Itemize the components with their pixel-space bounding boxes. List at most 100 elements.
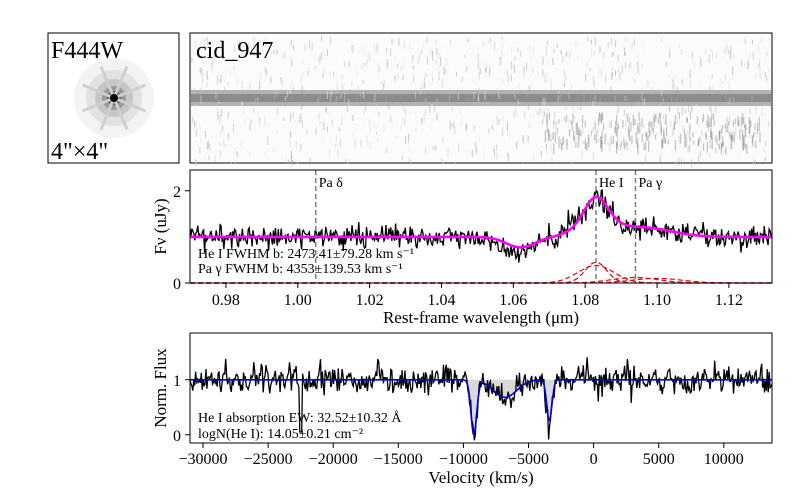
noise-streak xyxy=(323,122,325,131)
noise-streak xyxy=(484,91,486,100)
noise-streak xyxy=(623,45,625,53)
feature-streak xyxy=(702,113,705,122)
noise-streak xyxy=(366,141,368,146)
feature-streak xyxy=(674,139,676,151)
noise-streak xyxy=(240,141,242,146)
noise-streak xyxy=(689,69,691,79)
feature-streak xyxy=(715,135,717,143)
x-tick-label: 10000 xyxy=(704,451,744,468)
noise-streak xyxy=(768,68,770,73)
feature-streak xyxy=(634,118,636,126)
noise-streak xyxy=(473,79,475,83)
noise-streak xyxy=(308,67,310,74)
noise-streak xyxy=(252,112,254,116)
noise-streak xyxy=(340,93,342,99)
noise-streak xyxy=(202,77,203,84)
noise-streak xyxy=(741,112,743,121)
noise-streak xyxy=(249,153,251,157)
noise-streak xyxy=(376,42,378,51)
noise-streak xyxy=(363,45,365,54)
noise-streak xyxy=(287,90,289,98)
noise-streak xyxy=(441,158,443,166)
noise-streak xyxy=(206,70,208,80)
noise-streak xyxy=(475,146,477,154)
noise-streak xyxy=(386,59,388,69)
noise-streak xyxy=(449,121,451,131)
feature-streak xyxy=(600,139,602,148)
noise-streak xyxy=(684,109,686,114)
feature-streak xyxy=(603,124,605,131)
noise-streak xyxy=(411,56,413,65)
noise-streak xyxy=(757,43,759,52)
noise-streak xyxy=(219,78,221,83)
noise-streak xyxy=(651,86,653,93)
noise-streak xyxy=(360,140,362,147)
noise-streak xyxy=(744,39,746,44)
feature-streak xyxy=(740,117,743,127)
noise-streak xyxy=(647,139,649,146)
noise-streak xyxy=(436,113,438,121)
noise-streak xyxy=(220,74,222,84)
feature-streak xyxy=(705,132,707,138)
feature-streak xyxy=(707,114,709,125)
noise-streak xyxy=(481,58,483,66)
feature-streak xyxy=(749,126,751,134)
noise-streak xyxy=(438,64,439,70)
noise-streak xyxy=(611,141,613,146)
noise-streak xyxy=(580,106,582,111)
noise-streak xyxy=(572,102,574,111)
psf-spike xyxy=(112,97,129,130)
noise-streak xyxy=(516,97,518,105)
noise-streak xyxy=(747,60,749,69)
noise-streak xyxy=(685,98,687,104)
noise-streak xyxy=(459,119,461,125)
noise-streak xyxy=(236,151,238,155)
noise-streak xyxy=(615,70,616,76)
noise-streak xyxy=(267,136,269,145)
x-tick-label: 1.10 xyxy=(643,292,671,309)
noise-streak xyxy=(555,121,557,129)
feature-streak xyxy=(631,135,633,144)
noise-streak xyxy=(336,95,338,101)
y-axis-label: Norm. Flux xyxy=(151,348,170,428)
noise-streak xyxy=(377,61,379,70)
x-tick-label: −15000 xyxy=(374,451,423,468)
noise-streak xyxy=(479,68,481,75)
noise-streak xyxy=(378,111,380,117)
noise-streak xyxy=(325,107,327,114)
feature-streak xyxy=(662,140,664,148)
noise-streak xyxy=(530,54,532,61)
noise-streak xyxy=(207,76,209,80)
spectrum2d-panel: cid_947 xyxy=(189,32,773,168)
fwhm-annotation: He I FWHM b: 2473.41±79.28 km s⁻¹ xyxy=(198,247,414,262)
feature-streak xyxy=(724,123,726,128)
noise-streak xyxy=(590,39,592,45)
noise-streak xyxy=(456,72,457,77)
noise-streak xyxy=(690,105,692,113)
noise-streak xyxy=(592,126,594,133)
noise-streak xyxy=(615,121,617,130)
feature-streak xyxy=(601,130,603,138)
noise-streak xyxy=(423,81,425,88)
noise-streak xyxy=(382,82,384,91)
feature-streak xyxy=(614,126,616,134)
noise-streak xyxy=(633,79,635,84)
noise-streak xyxy=(386,149,387,153)
x-tick-label: 1.12 xyxy=(715,292,743,309)
noise-streak xyxy=(550,77,552,82)
noise-streak xyxy=(458,143,460,153)
noise-streak xyxy=(760,36,762,43)
noise-streak xyxy=(444,57,446,63)
noise-streak xyxy=(709,86,711,91)
noise-streak xyxy=(319,95,321,100)
noise-streak xyxy=(345,158,346,163)
noise-streak xyxy=(309,158,311,166)
noise-streak xyxy=(530,122,531,129)
noise-streak xyxy=(253,108,255,113)
feature-streak xyxy=(548,129,550,136)
x-axis-label: Velocity (km/s) xyxy=(428,468,533,487)
noise-streak xyxy=(432,145,434,151)
noise-streak xyxy=(688,132,690,140)
noise-streak xyxy=(237,151,239,158)
noise-streak xyxy=(678,158,680,166)
